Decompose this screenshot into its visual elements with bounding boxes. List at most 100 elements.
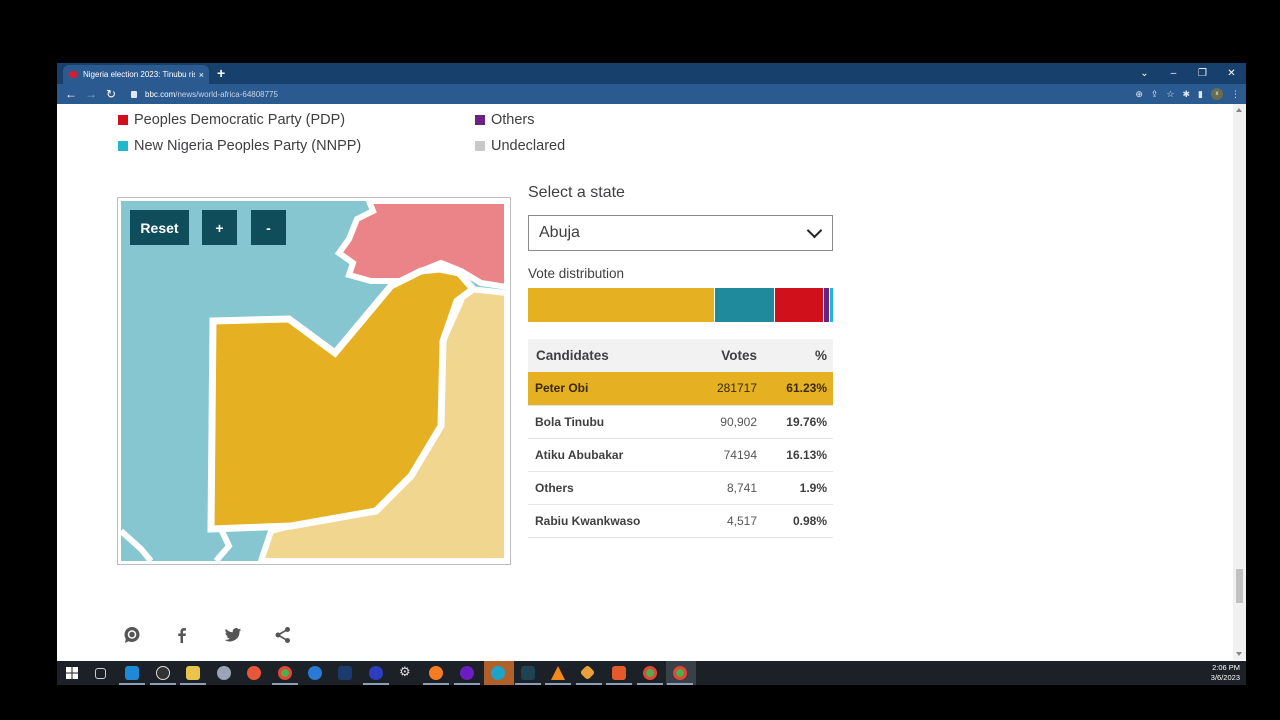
url-path: /news/world-africa-64808775 — [175, 89, 278, 99]
bookmark-star-icon[interactable]: ☆ — [1166, 88, 1175, 99]
clock-time: 2:06 PM — [1212, 663, 1240, 672]
minimize-icon[interactable]: – — [1170, 68, 1177, 79]
page-content: Peoples Democratic Party (PDP) New Niger… — [57, 104, 1233, 660]
candidate-pct: 1.9% — [757, 471, 833, 505]
git-icon[interactable] — [579, 664, 596, 681]
vote-distribution-label: Vote distribution — [528, 266, 625, 281]
powershell-icon[interactable] — [521, 666, 535, 680]
candidate-votes: 90,902 — [677, 405, 757, 439]
tab-search-icon[interactable]: ⌄ — [1140, 68, 1149, 79]
file-explorer-icon[interactable] — [186, 666, 200, 680]
vscode-icon[interactable] — [125, 666, 139, 680]
vlc-icon[interactable] — [551, 666, 565, 680]
table-header: Candidates Votes % — [528, 339, 833, 372]
table-row: Peter Obi 281717 61.23% — [528, 372, 833, 406]
bbc-favicon-icon — [68, 70, 78, 79]
header-votes: Votes — [677, 339, 757, 372]
map-regions[interactable] — [121, 201, 507, 561]
candidate-pct: 61.23% — [757, 372, 833, 406]
map-zoom-in-button[interactable]: + — [202, 210, 237, 245]
settings-icon[interactable]: ⚙ — [399, 664, 411, 679]
system-clock[interactable]: 2:06 PM 3/6/2023 — [1211, 663, 1240, 683]
election-map[interactable]: Reset + - — [117, 197, 511, 565]
browser-toolbar: ⊕ ⇪ ☆ ✱ ▮ x ⋮ — [1135, 84, 1240, 104]
bar-segment-nnpp — [829, 288, 833, 322]
chrome-active-icon[interactable] — [673, 666, 687, 680]
bar-segment-others — [824, 288, 830, 322]
address-bar: ← → ↻ bbc.com /news/world-africa-6480877… — [57, 84, 1246, 104]
obs-icon[interactable] — [156, 666, 170, 680]
chrome-icon[interactable] — [643, 666, 657, 680]
bar-segment-pdp — [775, 288, 825, 322]
clock-date: 3/6/2023 — [1210, 673, 1240, 682]
tab-bar: Nigeria election 2023: Tinubu ris × + ⌄ … — [57, 63, 1246, 84]
url-host: bbc.com — [145, 89, 176, 99]
zoom-icon[interactable]: ⊕ — [1135, 88, 1143, 99]
forward-icon[interactable]: → — [85, 87, 97, 101]
candidate-votes: 4,517 — [677, 504, 757, 538]
scroll-up-icon[interactable] — [1236, 108, 1242, 112]
task-view-icon[interactable] — [95, 668, 106, 679]
menu-icon[interactable]: ⋮ — [1231, 88, 1240, 99]
lock-icon — [131, 90, 137, 98]
table-row: Rabiu Kwankwaso 4,517 0.98% — [528, 504, 833, 538]
selected-state: Abuja — [539, 224, 580, 241]
candidate-name: Others — [528, 471, 677, 505]
select-state-label: Select a state — [528, 184, 625, 201]
whatsapp-share-icon[interactable] — [123, 626, 141, 644]
app-icon-10[interactable] — [369, 666, 383, 680]
legend-item-pdp: Peoples Democratic Party (PDP) — [118, 112, 345, 128]
profile-avatar[interactable]: x — [1211, 88, 1223, 100]
share-page-icon[interactable]: ⇪ — [1150, 88, 1159, 99]
chrome-profile-icon[interactable] — [278, 666, 292, 680]
app-icon-13[interactable] — [460, 666, 474, 680]
table-row: Others 8,741 1.9% — [528, 471, 833, 505]
map-reset-button[interactable]: Reset — [130, 210, 189, 245]
candidate-name: Bola Tinubu — [528, 405, 677, 439]
scroll-thumb[interactable] — [1236, 569, 1243, 603]
legend-item-nnpp: New Nigeria Peoples Party (NNPP) — [118, 138, 361, 154]
tab-title: Nigeria election 2023: Tinubu ris — [83, 70, 195, 79]
table-row: Bola Tinubu 90,902 19.76% — [528, 405, 833, 439]
app-icon-9[interactable] — [338, 666, 352, 680]
share-icon[interactable] — [274, 626, 292, 644]
scroll-down-icon[interactable] — [1236, 652, 1242, 656]
restore-icon[interactable]: ❐ — [1198, 68, 1207, 79]
candidate-votes: 74194 — [677, 438, 757, 472]
state-dropdown[interactable]: Abuja — [528, 215, 833, 251]
browser-tab[interactable]: Nigeria election 2023: Tinubu ris × — [63, 65, 209, 84]
bar-segment-lp — [528, 288, 715, 322]
page-scrollbar[interactable] — [1233, 104, 1246, 660]
xampp-icon[interactable] — [612, 666, 626, 680]
extensions-icon[interactable]: ✱ — [1182, 88, 1191, 99]
map-zoom-out-button[interactable]: - — [251, 210, 286, 245]
legend-item-undeclared: Undeclared — [475, 138, 565, 154]
results-table: Candidates Votes % Peter Obi 281717 61.2… — [528, 339, 833, 538]
reload-icon[interactable]: ↻ — [105, 87, 117, 101]
side-panel-icon[interactable]: ▮ — [1198, 88, 1203, 99]
url-field[interactable]: bbc.com /news/world-africa-64808775 — [127, 86, 1167, 102]
candidate-name: Rabiu Kwankwaso — [528, 504, 677, 538]
candidate-votes: 8,741 — [677, 471, 757, 505]
back-icon[interactable]: ← — [65, 87, 77, 101]
candidate-pct: 0.98% — [757, 504, 833, 538]
firefox-icon[interactable] — [429, 666, 443, 680]
app-icon-6[interactable] — [247, 666, 261, 680]
app-icon-8[interactable] — [308, 666, 322, 680]
app-icon-5[interactable] — [217, 666, 231, 680]
browser-window: Nigeria election 2023: Tinubu ris × + ⌄ … — [57, 63, 1246, 685]
pdp-swatch-icon — [118, 115, 128, 125]
edge-icon[interactable] — [491, 666, 505, 680]
start-icon[interactable] — [66, 666, 80, 680]
header-pct: % — [757, 339, 833, 372]
twitter-share-icon[interactable] — [224, 626, 242, 644]
table-row: Atiku Abubakar 74194 16.13% — [528, 438, 833, 472]
header-candidates: Candidates — [528, 339, 677, 372]
close-tab-icon[interactable]: × — [198, 69, 204, 80]
facebook-share-icon[interactable] — [173, 626, 191, 644]
vote-distribution-bar — [528, 288, 833, 322]
candidate-pct: 19.76% — [757, 405, 833, 439]
nnpp-swatch-icon — [118, 141, 128, 151]
close-window-icon[interactable]: ✕ — [1227, 68, 1236, 79]
new-tab-button[interactable]: + — [217, 65, 226, 81]
